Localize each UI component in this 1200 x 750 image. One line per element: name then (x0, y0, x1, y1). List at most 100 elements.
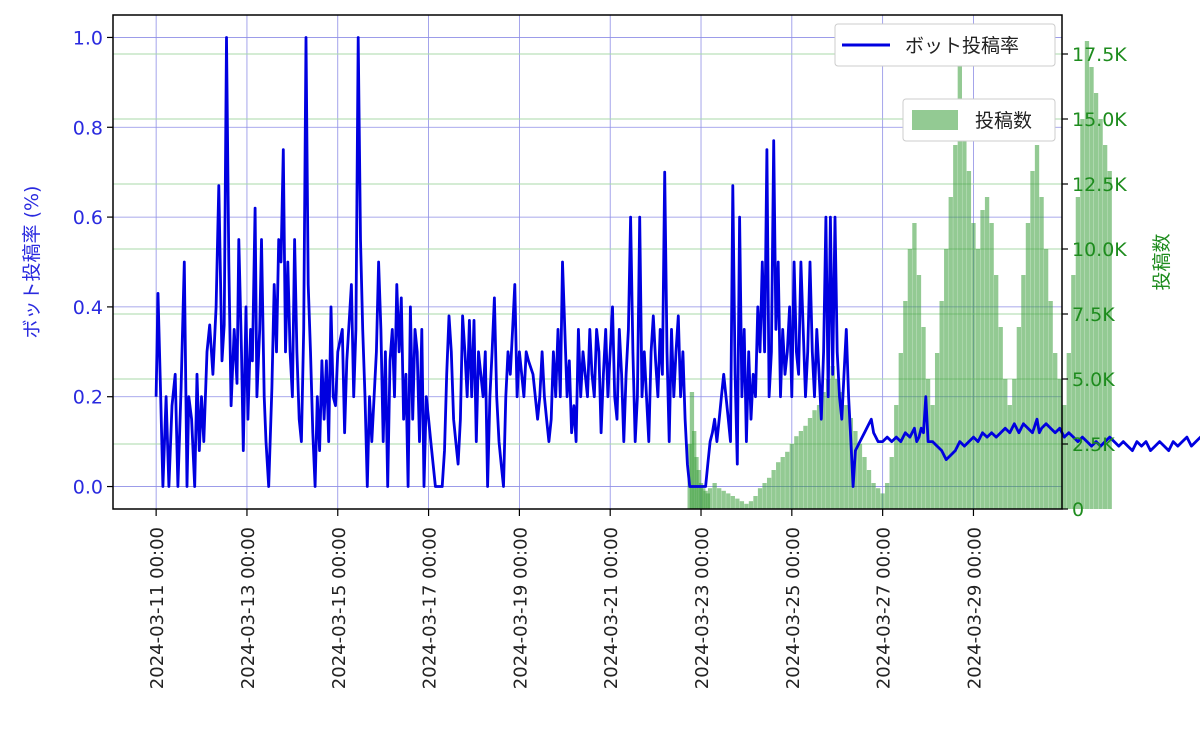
bar-layer (687, 41, 1112, 509)
bar (939, 301, 944, 509)
legend-label-line: ボット投稿率 (905, 35, 1019, 57)
x-tick-label: 2024-03-21 00:00 (601, 527, 622, 689)
left-tick-label: 0.8 (73, 117, 103, 139)
bar (1034, 145, 1040, 509)
bar (1075, 197, 1081, 509)
legend-box (902, 98, 1056, 142)
x-tick-label: 2024-03-29 00:00 (964, 527, 985, 689)
right-tick-label: 0 (1072, 499, 1084, 521)
bar (1107, 171, 1112, 509)
right-tick-label: 10.0K (1072, 239, 1127, 261)
x-tick-label: 2024-03-19 00:00 (510, 527, 531, 689)
bar (766, 477, 772, 509)
bar (798, 431, 804, 509)
bar (907, 249, 913, 509)
bar (835, 379, 840, 509)
bar (948, 197, 953, 509)
x-tick-label: 2024-03-11 00:00 (147, 527, 168, 689)
bar (807, 418, 813, 509)
bar (1007, 405, 1012, 509)
bar (757, 488, 763, 509)
bar (898, 353, 903, 509)
bar (1016, 327, 1022, 509)
right-axis-label: 投稿数 (1151, 233, 1173, 290)
legend-line-series: ボット投稿率 (834, 23, 1056, 67)
left-axis-ticks: 0.0 0.2 0.4 0.6 0.8 1.0 (73, 27, 113, 499)
bar (998, 327, 1003, 509)
bar (1080, 119, 1085, 509)
bar (934, 353, 940, 509)
bar (698, 483, 704, 509)
bar (830, 366, 835, 509)
bar (1043, 249, 1049, 509)
right-axis-ticks: 0 2.5K 5.0K 7.5K 10.0K 12.5K 15.0K 17.5K (1062, 44, 1127, 521)
bar (762, 483, 767, 509)
bar (1066, 353, 1071, 509)
bar (689, 392, 695, 509)
bar (903, 301, 908, 509)
bar (730, 496, 735, 509)
bar (705, 493, 710, 509)
x-tick-label: 2024-03-27 00:00 (874, 527, 895, 689)
bar (717, 488, 722, 509)
bar (839, 392, 844, 509)
bar (880, 493, 885, 509)
bar (753, 496, 758, 509)
bar (1003, 379, 1008, 509)
bar (726, 493, 731, 509)
bar (875, 488, 881, 509)
bar (866, 470, 872, 509)
x-axis-ticks: 2024-03-11 00:00 2024-03-13 00:00 2024-03-… (147, 509, 985, 689)
bar (701, 488, 706, 509)
bar (748, 501, 754, 509)
bar (930, 405, 935, 509)
bar (696, 470, 701, 509)
bar (1102, 145, 1108, 509)
plot-frame (112, 14, 1063, 510)
bar (825, 379, 831, 509)
bar (844, 405, 849, 509)
bar (862, 457, 867, 509)
bar (1098, 119, 1103, 509)
bar (1071, 275, 1076, 509)
bar (957, 54, 962, 509)
x-tick-label: 2024-03-25 00:00 (783, 527, 804, 689)
bar (953, 145, 958, 509)
bar (1089, 67, 1094, 509)
bar (780, 457, 785, 509)
legend-box (834, 23, 1056, 67)
right-tick-label: 12.5K (1072, 174, 1127, 196)
bar (735, 498, 740, 509)
line-layer (154, 36, 1200, 488)
right-tick-label: 15.0K (1072, 109, 1127, 131)
legend-bar-series: 投稿数 (902, 98, 1056, 142)
bar (971, 223, 976, 509)
bar (721, 490, 726, 509)
bar (989, 223, 994, 509)
bar (1039, 197, 1044, 509)
bar (1057, 379, 1062, 509)
bar (1062, 405, 1067, 509)
line-series-path (154, 36, 1200, 488)
bar (857, 444, 863, 509)
right-tick-label: 7.5K (1072, 304, 1115, 326)
legend-swatch-bar (912, 110, 958, 130)
left-tick-label: 1.0 (73, 27, 103, 49)
bar (692, 431, 697, 509)
bar (984, 197, 990, 509)
bar (925, 379, 931, 509)
left-tick-label: 0.4 (73, 297, 103, 319)
bar (712, 483, 717, 509)
right-tick-label: 5.0K (1072, 369, 1115, 391)
bar (975, 249, 981, 509)
left-axis-label: ボット投稿率 (%) (21, 186, 43, 339)
x-tick-label: 2024-03-15 00:00 (329, 527, 350, 689)
bar (1021, 275, 1026, 509)
x-tick-label: 2024-03-23 00:00 (692, 527, 713, 689)
bar (1025, 223, 1031, 509)
bar (816, 405, 822, 509)
bar (744, 503, 749, 509)
bar (1048, 301, 1053, 509)
bar (1012, 379, 1017, 509)
